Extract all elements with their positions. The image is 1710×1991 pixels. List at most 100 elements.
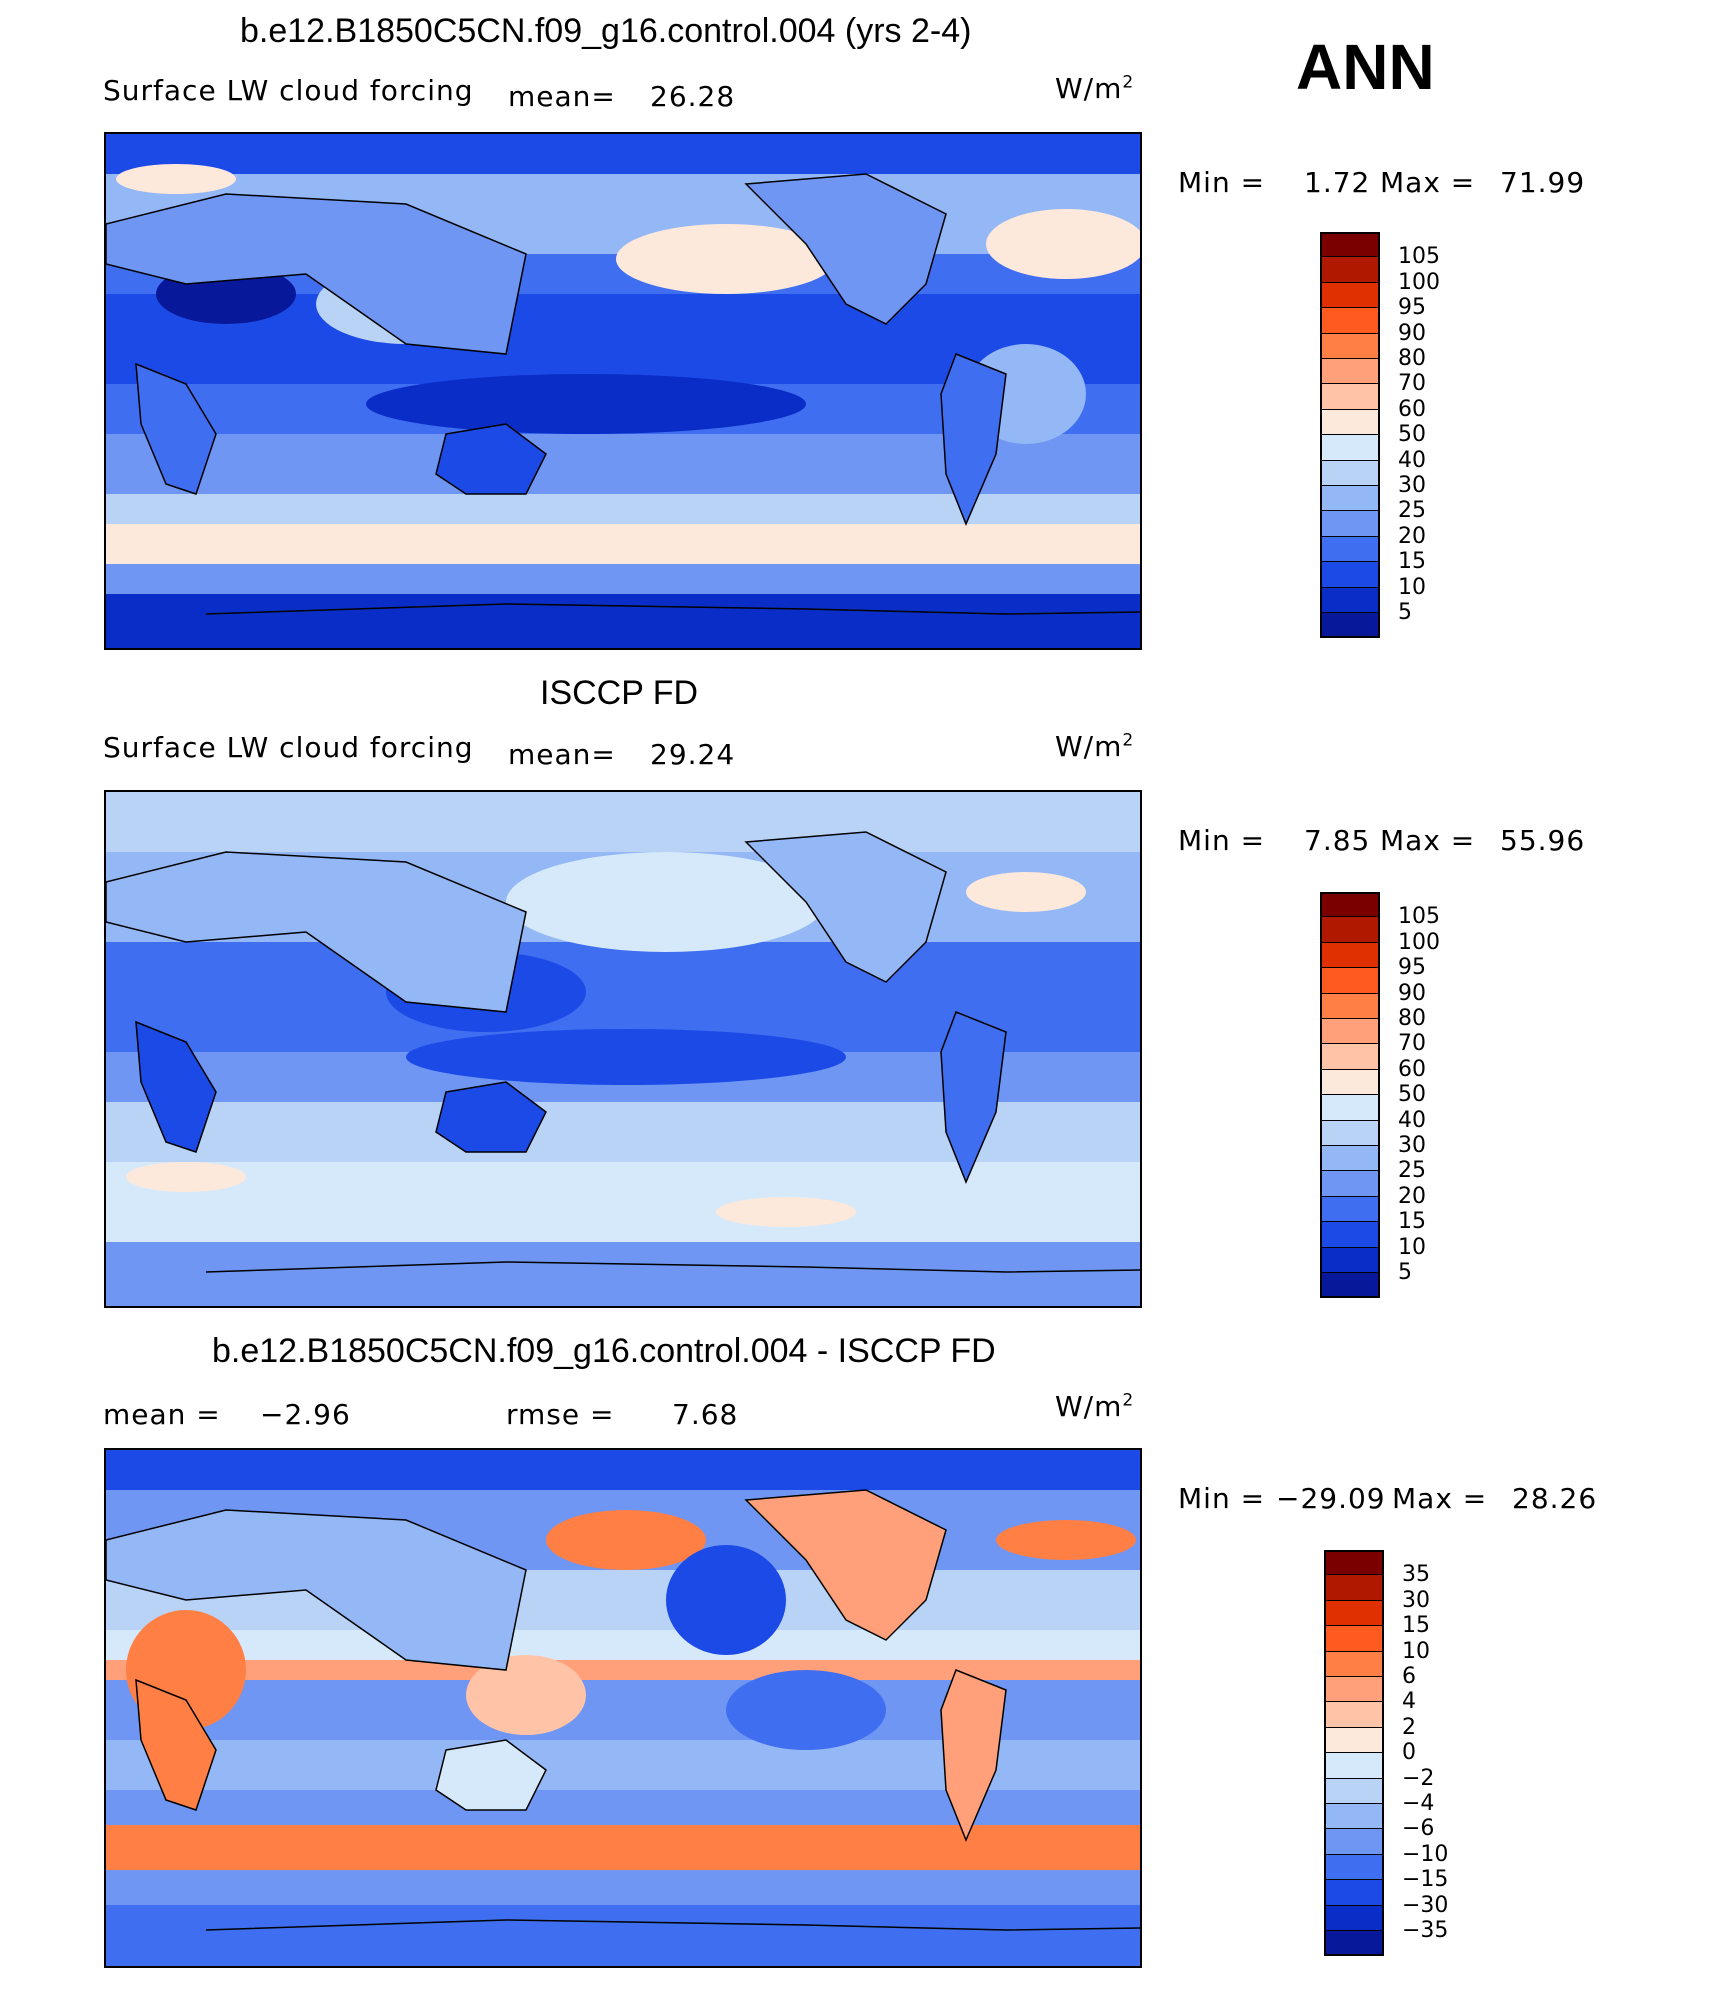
panel3-max-value: 28.26 [1512,1482,1598,1515]
colorbar-level-label: 95 [1398,295,1426,321]
colorbar-swatch [1324,1575,1384,1601]
panel1-variable: Surface LW cloud forcing [103,74,474,107]
colorbar-swatch [1320,384,1380,410]
colorbar-level-label: −15 [1402,1867,1449,1893]
colorbar-level-label: 30 [1398,473,1426,498]
panel3-title: b.e12.B1850C5CN.f09_g16.control.004 - IS… [212,1332,996,1370]
panel2-units: W/m2 [1055,730,1135,763]
colorbar-swatch [1320,562,1380,588]
panel1-map [104,132,1142,650]
colorbar-level-label: 95 [1398,955,1426,981]
colorbar-swatch [1320,1247,1380,1273]
panel2-variable: Surface LW cloud forcing [103,731,474,764]
colorbar-level-label: −30 [1402,1892,1449,1918]
colorbar-level-label: 10 [1398,1234,1426,1260]
colorbar-swatch [1320,993,1380,1019]
colorbar-swatch [1320,232,1380,258]
colorbar-swatch [1320,1273,1380,1299]
colorbar-swatch [1324,1550,1384,1576]
panel1-mean-label: mean= [508,80,616,113]
colorbar-swatch [1320,536,1380,563]
colorbar-level-label: −6 [1402,1816,1435,1842]
colorbar-swatch [1324,1880,1384,1906]
colorbar-level-label: 105 [1398,904,1440,930]
colorbar-level-label: 15 [1398,549,1426,575]
panel1-title: b.e12.B1850C5CN.f09_g16.control.004 (yrs… [240,12,972,50]
colorbar-swatch [1320,892,1380,918]
colorbar-level-label: 100 [1398,269,1440,295]
colorbar-swatch [1324,1727,1384,1754]
colorbar-swatch [1320,435,1380,461]
colorbar-level-label: 100 [1398,929,1440,955]
colorbar-swatch [1324,1905,1384,1931]
colorbar-swatch [1320,587,1380,613]
colorbar-level-label: 15 [1402,1613,1430,1639]
colorbar-swatch [1320,1196,1380,1223]
colorbar-level-label: 40 [1398,447,1426,473]
colorbar-level-label: 4 [1402,1689,1416,1715]
panel2-max-value: 55.96 [1500,824,1586,857]
colorbar-swatch [1320,359,1380,385]
panel3-rmse-label: rmse = [506,1398,615,1431]
colorbar-level-label: 80 [1398,346,1426,371]
colorbar-swatch [1324,1600,1384,1627]
panel3-min-label: Min = [1178,1482,1266,1515]
colorbar-swatch [1324,1677,1384,1703]
colorbar-swatch [1320,1171,1380,1197]
colorbar-swatch [1320,1044,1380,1070]
colorbar-swatch [1320,257,1380,283]
colorbar-swatch [1324,1931,1384,1957]
panel3-units: W/m2 [1055,1390,1135,1423]
colorbar-swatch [1320,333,1380,359]
colorbar-swatch [1320,1146,1380,1172]
panel1-units: W/m2 [1055,72,1135,105]
panel2-min-value: 7.85 [1304,824,1371,857]
colorbar-level-label: 15 [1398,1209,1426,1235]
panel1-min-value: 1.72 [1304,166,1371,199]
colorbar-level-label: 50 [1398,1082,1426,1108]
panel2-map [104,790,1142,1308]
colorbar-level-label: 90 [1398,980,1426,1006]
colorbar-level-label: 30 [1402,1587,1430,1613]
colorbar-level-label: 90 [1398,320,1426,346]
colorbar-level-label: 5 [1398,1260,1412,1285]
colorbar-level-label: 50 [1398,422,1426,448]
colorbar-level-label: 5 [1398,600,1412,625]
panel3-rmse-value: 7.68 [672,1398,739,1431]
colorbar-swatch [1324,1651,1384,1677]
colorbar-swatch [1320,1095,1380,1121]
panel3-max-label: Max = [1392,1482,1488,1515]
colorbar-level-label: 70 [1398,1031,1426,1057]
colorbar-level-label: 30 [1398,1133,1426,1158]
colorbar-level-label: 60 [1398,1056,1426,1082]
colorbar-swatch [1320,486,1380,512]
colorbar-swatch [1324,1804,1384,1830]
colorbar-level-label: 40 [1398,1107,1426,1133]
colorbar-swatch [1320,968,1380,994]
colorbar-level-label: 10 [1398,574,1426,600]
panel2-map-field [106,792,1140,1306]
colorbar-level-label: 35 [1402,1562,1430,1588]
panel3-mean-value: −2.96 [260,1398,351,1431]
colorbar-swatch [1324,1854,1384,1881]
season-label: ANN [1296,31,1435,103]
colorbar-level-label: −10 [1402,1841,1449,1867]
colorbar-swatch [1320,1120,1380,1146]
colorbar-swatch [1320,409,1380,436]
panel1-mean-value: 26.28 [650,80,736,113]
colorbar-level-label: 80 [1398,1006,1426,1031]
panel3-min-value: −29.09 [1276,1482,1386,1515]
colorbar-swatch [1320,282,1380,309]
colorbar-swatch [1324,1753,1384,1779]
colorbar-level-label: 20 [1398,523,1426,549]
colorbar-level-label: 10 [1402,1638,1430,1664]
panel2-min-label: Min = [1178,824,1266,857]
panel1-map-field [106,134,1140,648]
colorbar-swatch [1320,1019,1380,1045]
colorbar-swatch [1320,308,1380,334]
panel2-mean-value: 29.24 [650,738,736,771]
panel2-max-label: Max = [1380,824,1476,857]
colorbar-swatch [1324,1829,1384,1855]
colorbar-level-label: 2 [1402,1714,1416,1740]
colorbar-level-label: 0 [1402,1740,1416,1766]
